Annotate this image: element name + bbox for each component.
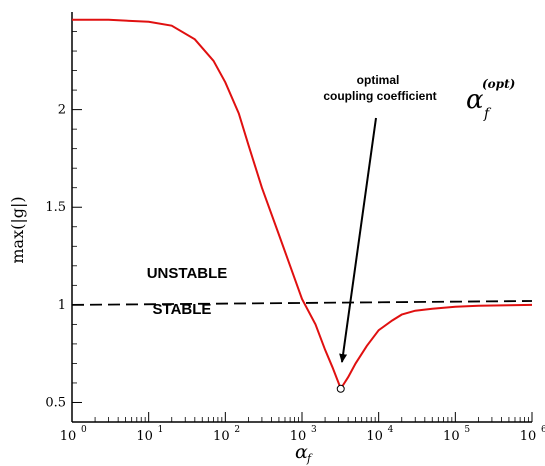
x-tick-exponent: 0 bbox=[81, 425, 87, 435]
annotation-alpha-sup: (opt) bbox=[482, 77, 515, 91]
stability-threshold-line bbox=[71, 300, 533, 306]
unstable-label: UNSTABLE bbox=[147, 265, 228, 282]
x-tick-exponent: 3 bbox=[311, 425, 317, 435]
x-tick-label: 10 bbox=[520, 429, 537, 444]
annotation-alpha-symbol: α bbox=[466, 85, 484, 115]
y-tick-label: 1 bbox=[58, 298, 66, 313]
x-axis-title-symbol: α bbox=[295, 441, 308, 463]
x-tick-label: 10 bbox=[213, 429, 230, 444]
x-tick-exponent: 5 bbox=[464, 425, 470, 435]
y-tick-label: 2 bbox=[58, 103, 66, 118]
annotation-alpha-sub: f bbox=[483, 106, 492, 122]
annotation-optimal-line1: optimal bbox=[357, 73, 400, 87]
x-tick-label: 10 bbox=[290, 429, 307, 444]
x-tick-label: 10 bbox=[60, 429, 77, 444]
y-axis-ticks: 0.5 1 1.5 2 bbox=[45, 31, 82, 410]
x-tick-exponent: 2 bbox=[234, 425, 240, 435]
optimum-point bbox=[336, 384, 345, 393]
annotation-optimal-line2: coupling coefficient bbox=[323, 89, 436, 103]
x-axis-ticks: 10 0 10 1 10 2 10 3 10 4 10 5 10 6 bbox=[60, 412, 545, 444]
x-tick-exponent: 4 bbox=[388, 425, 394, 435]
x-tick-label: 10 bbox=[366, 429, 383, 444]
x-tick-label: 10 bbox=[443, 429, 460, 444]
x-tick-exponent: 1 bbox=[158, 425, 164, 435]
stable-label: STABLE bbox=[153, 301, 212, 318]
y-axis-title: max(|g|) bbox=[8, 196, 27, 263]
x-tick-exponent: 6 bbox=[541, 425, 545, 435]
series-layer bbox=[71, 18, 533, 393]
y-tick-label: 1.5 bbox=[45, 200, 66, 215]
x-tick-label: 10 bbox=[136, 429, 153, 444]
x-axis-title-sub: f bbox=[306, 452, 313, 465]
max-g-curve bbox=[72, 18, 533, 392]
plot-frame bbox=[71, 12, 532, 423]
y-tick-label: 0.5 bbox=[45, 395, 66, 410]
annotation-arrow bbox=[339, 117, 377, 363]
